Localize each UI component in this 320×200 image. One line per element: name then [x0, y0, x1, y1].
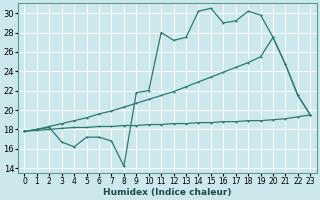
X-axis label: Humidex (Indice chaleur): Humidex (Indice chaleur) [103, 188, 232, 197]
